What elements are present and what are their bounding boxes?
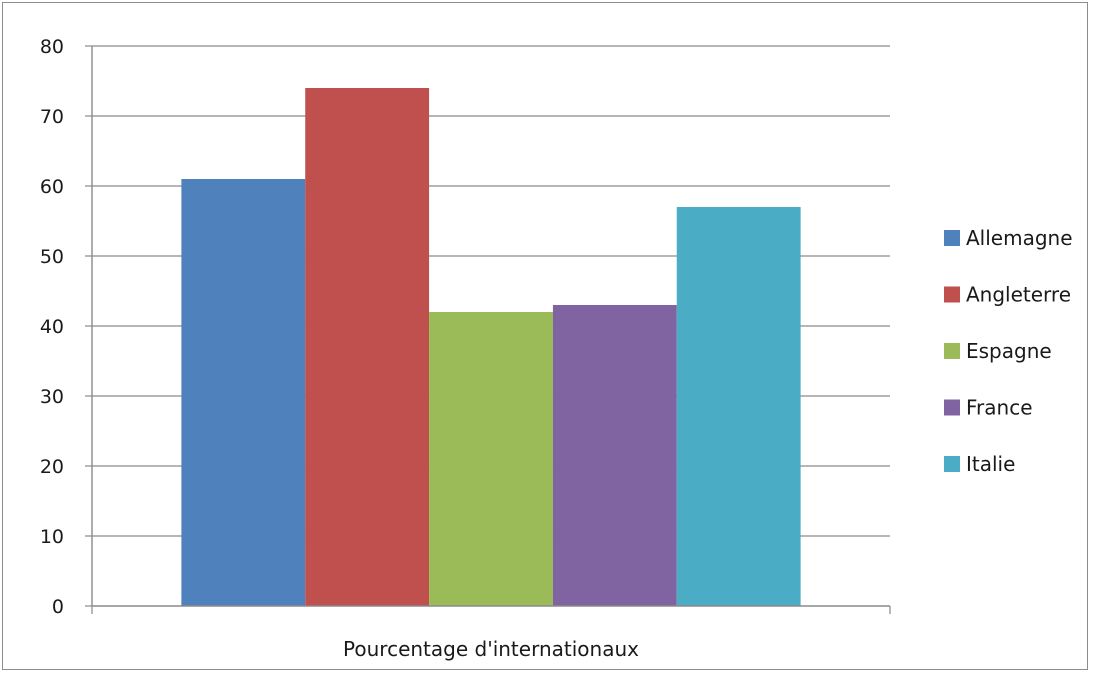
legend-label-italie: Italie bbox=[966, 452, 1015, 476]
bar-angleterre bbox=[305, 88, 430, 606]
legend-swatch-italie bbox=[944, 456, 960, 472]
legend-label-allemagne: Allemagne bbox=[966, 226, 1073, 250]
legend-label-angleterre: Angleterre bbox=[966, 283, 1071, 307]
y-tick-label: 30 bbox=[40, 386, 64, 408]
legend-swatch-angleterre bbox=[944, 286, 960, 303]
x-category-labels: Pourcentage d'internationaux bbox=[343, 637, 639, 661]
y-tick-label: 70 bbox=[40, 106, 64, 128]
legend-swatch-allemagne bbox=[944, 230, 960, 246]
y-tick-label: 40 bbox=[40, 316, 64, 338]
y-tick-labels: 0 10 20 30 40 50 60 70 80 bbox=[40, 36, 64, 618]
axes bbox=[85, 45, 891, 614]
y-tick-label: 10 bbox=[40, 526, 64, 548]
y-tick-label: 60 bbox=[40, 176, 64, 198]
legend-swatch-espagne bbox=[944, 343, 960, 359]
bar-italie bbox=[676, 207, 801, 606]
x-category-label: Pourcentage d'internationaux bbox=[343, 637, 639, 661]
bar-allemagne bbox=[181, 179, 306, 606]
y-tick-label: 80 bbox=[40, 36, 64, 58]
bars bbox=[181, 88, 801, 606]
legend: Allemagne Angleterre Espagne France Italie bbox=[944, 226, 1073, 476]
y-tick-label: 0 bbox=[52, 596, 64, 618]
legend-label-espagne: Espagne bbox=[966, 339, 1052, 363]
legend-label-france: France bbox=[966, 396, 1033, 420]
bar-france bbox=[552, 305, 677, 606]
bar-espagne bbox=[429, 312, 553, 606]
legend-swatch-france bbox=[944, 399, 960, 416]
y-tick-label: 20 bbox=[40, 456, 64, 478]
y-tick-label: 50 bbox=[40, 246, 64, 268]
